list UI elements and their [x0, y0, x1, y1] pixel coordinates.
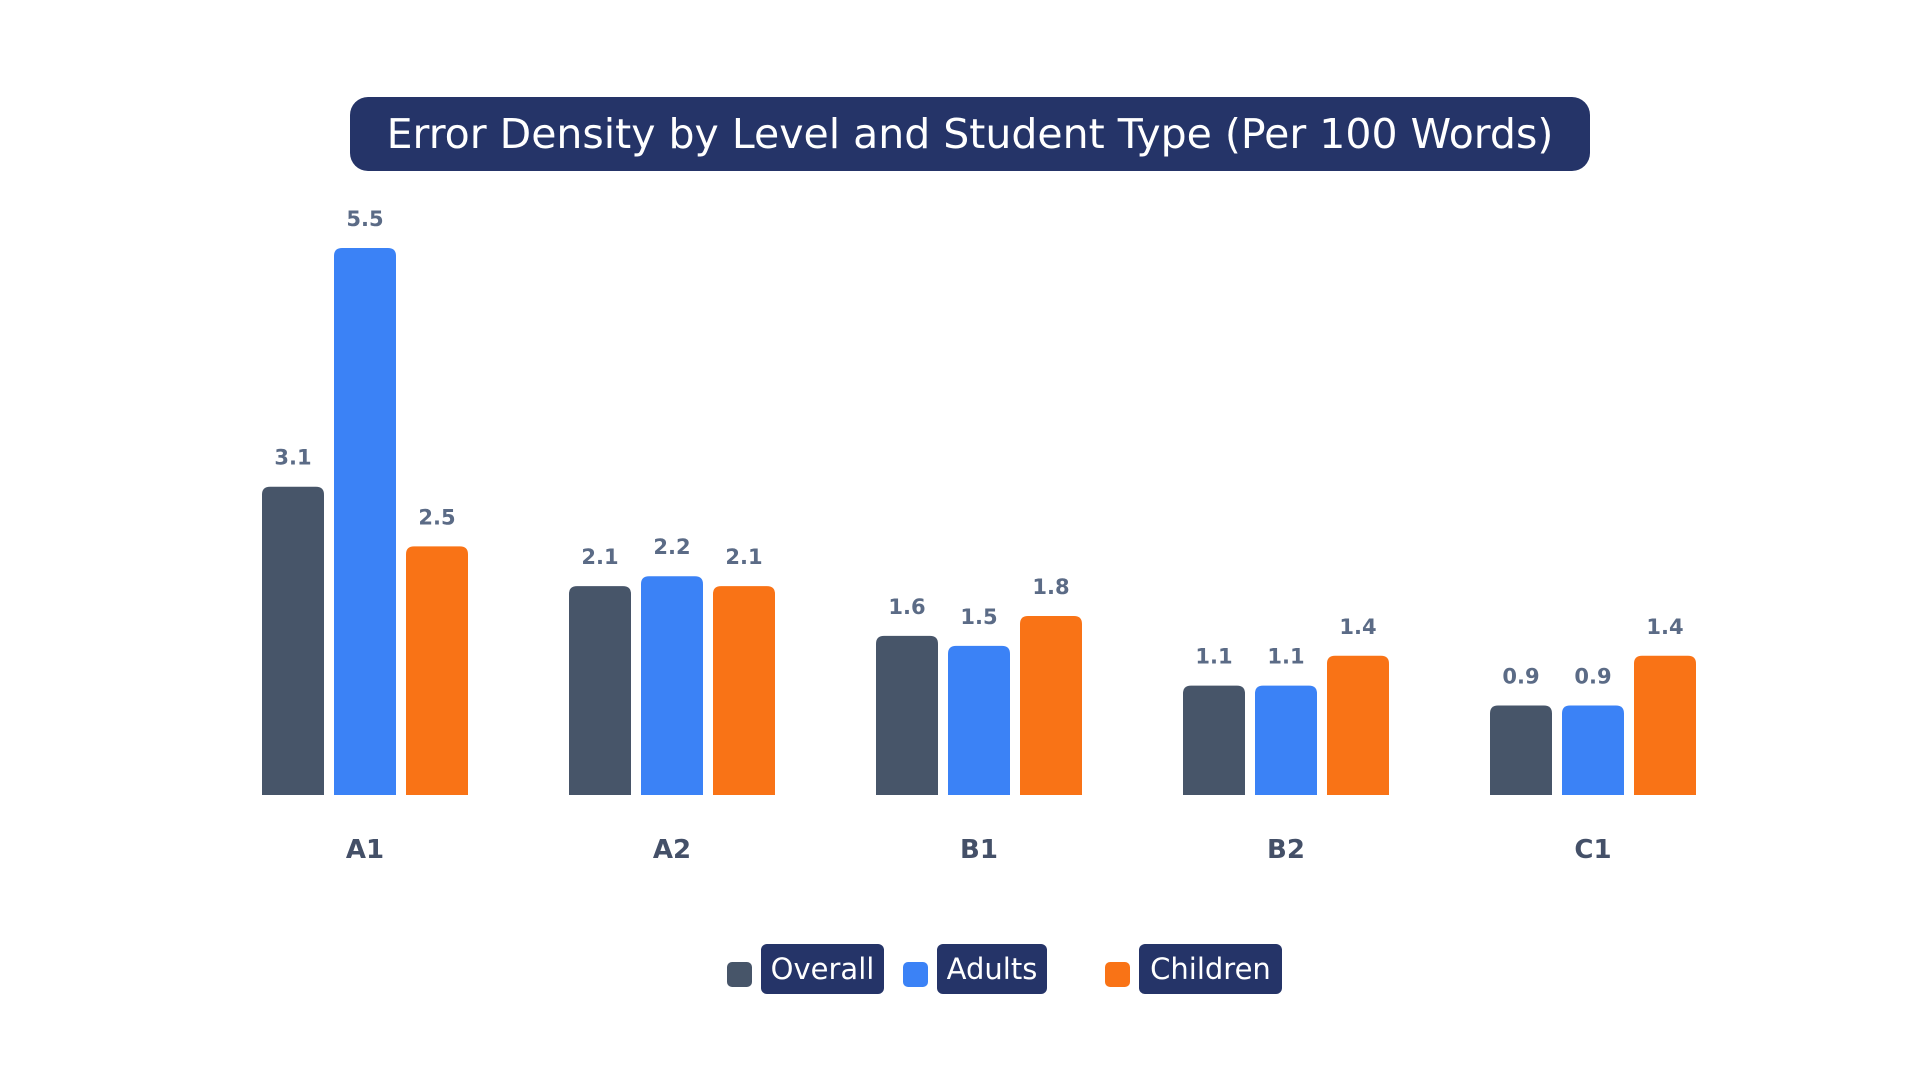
x-tick-label-a2: A2	[653, 835, 691, 865]
data-label-children-b1: 1.8	[1032, 575, 1069, 599]
x-tick-label-b1: B1	[960, 835, 998, 865]
legend-label-overall: Overall	[761, 944, 884, 994]
bar-children-a2	[713, 586, 775, 795]
data-label-adults-b2: 1.1	[1267, 645, 1304, 669]
data-label-overall-c1: 0.9	[1502, 664, 1539, 688]
data-label-overall-a1: 3.1	[274, 446, 311, 470]
x-tick-label-a1: A1	[346, 835, 384, 865]
bar-adults-b1	[948, 645, 1010, 795]
data-label-adults-b1: 1.5	[960, 605, 997, 629]
data-label-adults-c1: 0.9	[1574, 664, 1611, 688]
bar-adults-a1	[334, 248, 396, 795]
legend-swatch-overall	[727, 962, 752, 987]
bar-children-a1	[406, 546, 468, 795]
legend-label-adults: Adults	[937, 944, 1047, 994]
bar-overall-c1	[1490, 705, 1552, 795]
bar-children-b2	[1327, 655, 1389, 795]
legend-label-children: Children	[1139, 944, 1282, 994]
bar-overall-b2	[1183, 685, 1245, 795]
bar-children-c1	[1634, 655, 1696, 795]
x-tick-label-c1: C1	[1574, 835, 1611, 865]
bar-children-b1	[1020, 615, 1082, 795]
data-label-children-a2: 2.1	[725, 545, 762, 569]
data-label-overall-b1: 1.6	[888, 595, 925, 619]
legend-swatch-adults	[903, 962, 928, 987]
bar-overall-b1	[876, 635, 938, 795]
bar-overall-a1	[262, 486, 324, 795]
data-label-overall-b2: 1.1	[1195, 645, 1232, 669]
bar-adults-a2	[641, 576, 703, 795]
bar-overall-a2	[569, 586, 631, 795]
data-label-children-c1: 1.4	[1646, 615, 1683, 639]
bar-adults-b2	[1255, 685, 1317, 795]
data-label-children-b2: 1.4	[1339, 615, 1376, 639]
legend-swatch-children	[1105, 962, 1130, 987]
chart-title: Error Density by Level and Student Type …	[350, 97, 1590, 171]
data-label-adults-a2: 2.2	[653, 535, 690, 559]
data-label-children-a1: 2.5	[418, 505, 455, 529]
data-label-adults-a1: 5.5	[346, 207, 383, 231]
x-tick-label-b2: B2	[1267, 835, 1305, 865]
data-label-overall-a2: 2.1	[581, 545, 618, 569]
bar-adults-c1	[1562, 705, 1624, 795]
